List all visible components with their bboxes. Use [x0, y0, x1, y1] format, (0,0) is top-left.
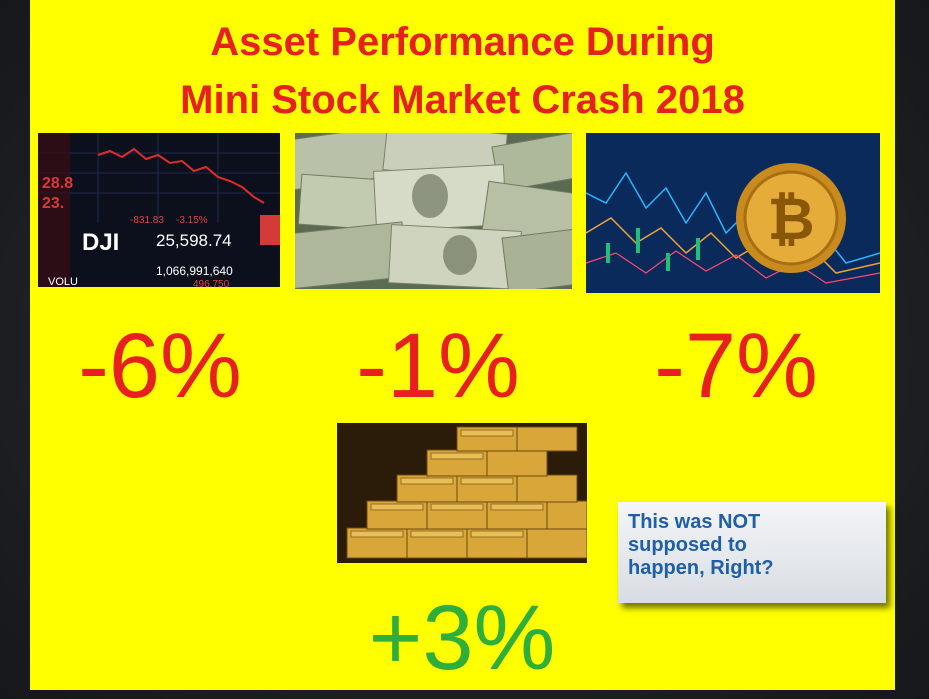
gold-change: +3%: [368, 587, 556, 689]
slide: Asset Performance During Mini Stock Mark…: [30, 0, 895, 690]
svg-text:28.8: 28.8: [42, 175, 73, 192]
dji-volume-sub: 496,750: [193, 279, 230, 287]
svg-text:₿: ₿: [767, 187, 814, 252]
cash-image: [295, 133, 572, 289]
dji-volume: 1,066,991,640: [156, 264, 233, 278]
dji-value: 25,598.74: [156, 231, 232, 250]
gold-bars-image: [337, 423, 587, 563]
callout-text: This was NOT supposed to happen, Right?: [628, 511, 774, 579]
title-line-2: Mini Stock Market Crash 2018: [180, 78, 745, 122]
callout-box: This was NOT supposed to happen, Right?: [618, 502, 886, 603]
dji-change: -831.83: [130, 215, 164, 226]
bitcoin-image: ₿: [586, 133, 880, 293]
dji-ticker: DJI: [82, 229, 119, 256]
stock-change: -6%: [78, 315, 242, 417]
dji-change-pct: -3.15%: [176, 215, 208, 226]
stock-ticker-image: 28.8 23. -831.83 -3.15% DJI 25,598.74 VO…: [38, 133, 280, 287]
dji-volume-label: VOLU: [48, 276, 78, 287]
cash-change: -1%: [356, 315, 520, 417]
svg-text:23.: 23.: [42, 195, 64, 212]
bitcoin-change: -7%: [654, 315, 818, 417]
title-line-1: Asset Performance During: [210, 20, 715, 64]
